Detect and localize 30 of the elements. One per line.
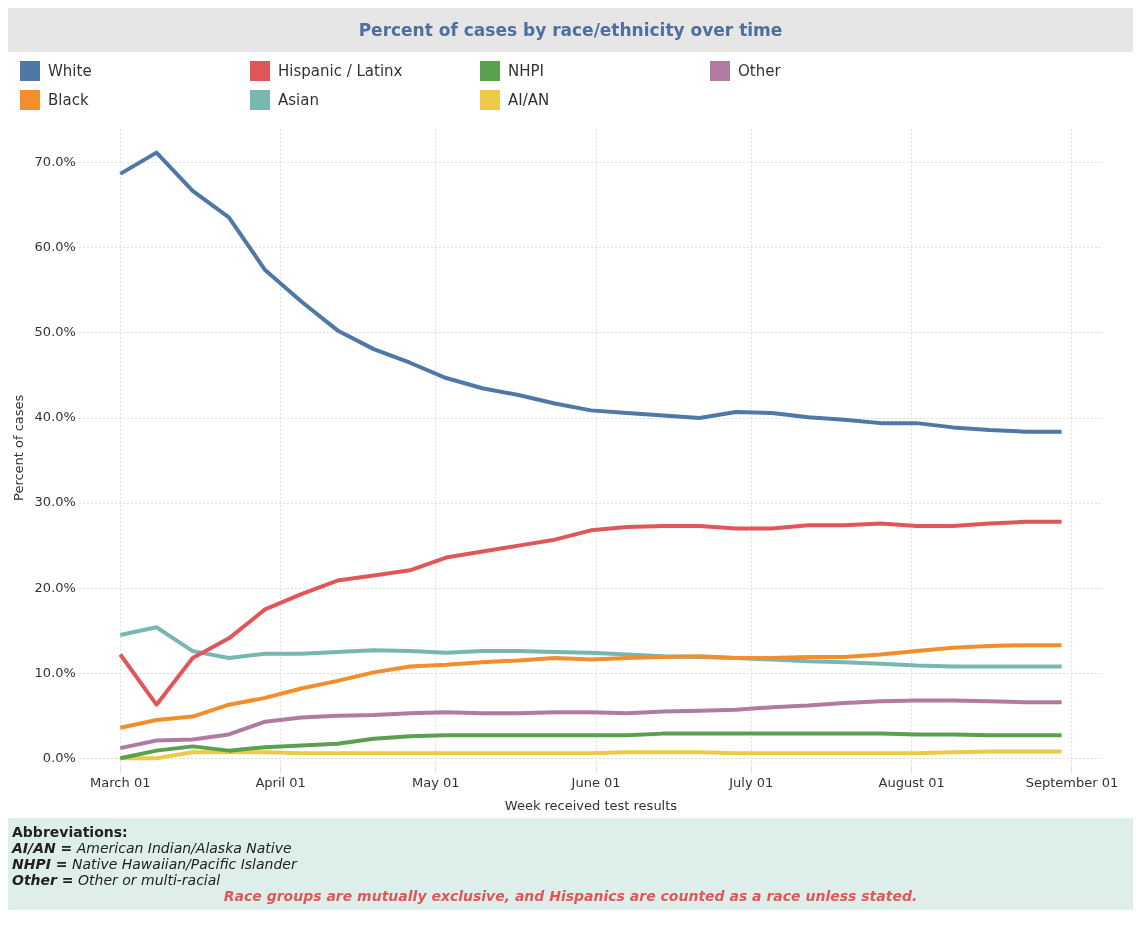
y-tick-label: 10.0% [34,664,76,680]
y-tick-label: 60.0% [34,239,76,255]
legend-label: White [48,61,92,80]
text: AI/AN = American Indian/Alaska Native [12,840,292,856]
chart-title: Percent of cases by race/ethnicity over time [8,8,1133,52]
y-tick-label: 0.0% [42,749,76,765]
y-tick-label: 70.0% [34,154,76,170]
y-tick-label: 50.0% [34,324,76,340]
x-tick-label: July 01 [728,774,774,790]
y-tick-label: 30.0% [34,494,76,510]
y-tick-label: 20.0% [34,579,76,595]
legend-label: Other [738,61,781,80]
x-tick-label: June 01 [570,774,621,790]
x-tick-label: March 01 [90,774,151,790]
x-tick-label: April 01 [255,774,306,790]
legend-label: AI/AN [508,90,550,109]
legend-label: Asian [278,90,319,109]
x-tick-label: September 01 [1025,774,1119,790]
text: Race groups are mutually exclusive, and Hispanics are counted as a race unless stated. [222,888,919,904]
x-tick-label: August 01 [878,774,945,790]
legend-label: NHPI [508,61,544,80]
text: NHPI = Native Hawaiian/Pacific Islander [12,856,297,872]
legend-label: Hispanic / Latinx [278,61,403,80]
x-tick-label: May 01 [412,774,460,790]
y-axis-title: Percent of cases [11,394,27,501]
y-tick-label: 40.0% [34,409,76,425]
text: Other = Other or multi-racial [12,872,221,888]
x-axis-title: Week received test results [504,797,678,813]
legend-label: Black [48,90,89,109]
text: Abbreviations: [12,824,129,840]
